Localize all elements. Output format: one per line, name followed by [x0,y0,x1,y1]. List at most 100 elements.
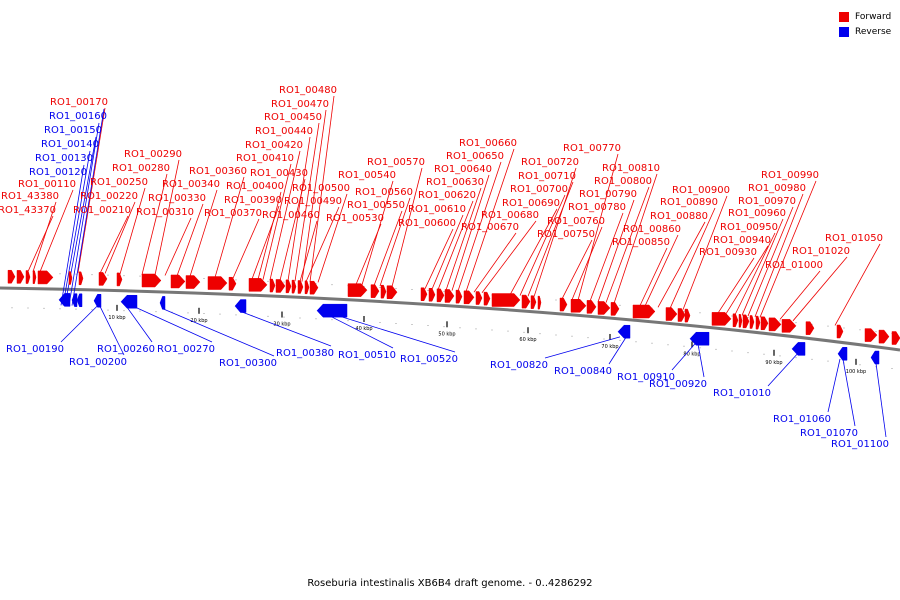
gene-label: RO1_00330 [148,193,206,204]
gene-label: RO1_00930 [699,247,757,258]
leader-line [164,217,192,276]
scale-label: 20 kbp [190,318,207,324]
forward-gene [878,329,890,344]
forward-gene [665,307,678,321]
forward-gene [455,289,463,304]
gene-label: RO1_00570 [367,157,425,168]
gene-label: RO1_00720 [521,157,579,168]
leader-line [214,176,245,278]
forward-gene [386,285,398,299]
leader-line [875,363,887,438]
leader-line [571,226,603,300]
gene-label: RO1_00220 [80,191,138,202]
leader-line [60,164,85,306]
forward-gene [836,324,844,339]
gene-label: RO1_43380 [1,191,59,202]
legend: Forward Reverse [839,9,891,39]
leader-line [161,308,275,357]
forward-gene [78,271,84,286]
gene-label: RO1_00710 [518,171,576,182]
gene-label: RO1_00800 [594,176,652,187]
gene-label: RO1_00250 [90,177,148,188]
leader-line [62,150,91,306]
leader-line [759,180,817,318]
leader-line [767,353,798,387]
leader-line [154,159,180,276]
leader-line [99,306,125,356]
gene-label: RO1_00480 [279,85,337,96]
forward-gene [207,276,228,290]
leader-lines [27,95,887,438]
gene-label: RO1_00550 [347,200,405,211]
gene-label: RO1_00970 [738,196,796,207]
leader-line [734,232,776,315]
leader-line [437,200,474,290]
leader-line [792,256,848,322]
forward-gene [37,270,54,285]
leader-line [176,203,204,277]
leader-line [189,189,218,277]
forward-gene [491,293,521,307]
scale-label: 10 kbp [108,315,125,321]
gene-label: RO1_00750 [537,229,595,240]
reverse-gene [791,342,806,356]
forward-gene [436,288,445,303]
genome-backbone [0,286,900,352]
leader-line [577,153,619,301]
leader-line [589,212,624,302]
forward-gene [610,302,620,316]
gene-track [7,269,900,365]
forward-gene [309,280,319,295]
gene-label: RO1_00980 [748,183,806,194]
forward-gene [444,289,455,303]
gene-label: RO1_00500 [292,183,350,194]
forward-gene [891,331,900,345]
gene-label: RO1_00530 [326,213,384,224]
gene-label: RO1_00910 [617,372,675,383]
gene-label: RO1_00850 [612,237,670,248]
forward-gene [586,300,597,314]
gene-label: RO1_00150 [44,125,102,136]
gene-label: RO1_01000 [765,260,823,271]
forward-gene [25,270,31,284]
leader-line [519,194,566,296]
gene-label: RO1_00770 [563,143,621,154]
leader-line [262,163,292,280]
gene-label: RO1_00310 [136,207,194,218]
gene-label: RO1_00700 [510,184,568,195]
leader-line [32,201,57,272]
leader-line [424,228,454,289]
leader-line [71,108,105,306]
forward-gene [597,301,611,315]
gene-label: RO1_00760 [547,216,605,227]
leader-line [340,316,456,353]
gene-label: RO1_00510 [338,350,396,361]
leader-line [671,343,696,371]
gene-label: RO1_01010 [713,388,771,399]
gene-label: RO1_00940 [713,235,771,246]
forward-gene [530,295,537,309]
leader-line [717,257,755,314]
gene-label: RO1_00820 [490,360,548,371]
forward-gene [291,279,297,294]
gene-label: RO1_00860 [623,224,681,235]
scale-label: 30 kbp [273,322,290,328]
leader-line [725,245,769,315]
leader-line [465,148,515,292]
gene-label: RO1_00920 [649,379,707,390]
leader-line [126,306,153,343]
gene-label: RO1_00260 [97,344,155,355]
gene-label: RO1_00640 [434,164,492,175]
forward-gene [732,313,739,328]
gene-label: RO1_00370 [204,208,262,219]
forward-gene [463,290,475,305]
forward-gene [347,283,368,297]
gene-label: RO1_00810 [602,163,660,174]
gene-label: RO1_00680 [481,210,539,221]
leader-line [597,199,635,303]
gene-label: RO1_00450 [264,112,322,123]
forward-gene [711,312,732,326]
gene-label: RO1_00620 [418,190,476,201]
